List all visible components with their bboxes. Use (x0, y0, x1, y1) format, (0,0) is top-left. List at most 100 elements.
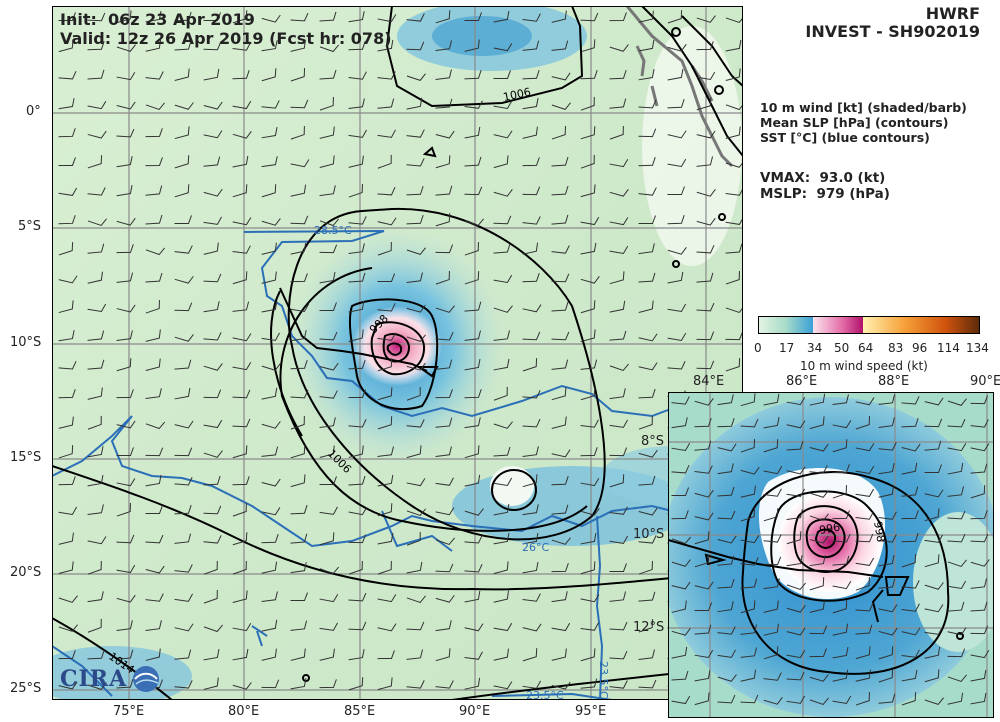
wind-barb (522, 186, 541, 196)
wind-barb (87, 474, 104, 487)
wind-barb (377, 387, 393, 401)
wind-barb (809, 555, 826, 567)
wind-barb (406, 362, 426, 371)
wind-barb (174, 68, 190, 82)
wind-barb (740, 694, 759, 704)
wind-barb (947, 580, 967, 589)
wind-barb (551, 102, 571, 110)
wind-barb (832, 555, 850, 566)
wind-barb (638, 69, 655, 81)
wind-barb (203, 130, 223, 139)
wind-barb (809, 625, 828, 635)
wind-barb (763, 623, 779, 636)
wind-barb (58, 70, 77, 80)
wind-barb (551, 622, 571, 632)
wind-barb (261, 127, 278, 139)
wind-barb (667, 271, 684, 284)
cb-tick-96: 96 (912, 341, 928, 355)
wind-barb (435, 305, 455, 313)
main-map: 1006 1006 998 1014 28.5°C 26°C 23.5°C 23… (32, 1, 746, 706)
wind-barb (174, 302, 193, 312)
wind-barb (924, 669, 940, 683)
sst-label-26: 26°C (522, 541, 549, 554)
wind-barb (551, 504, 569, 515)
globe-icon (133, 666, 160, 692)
wind-barb (464, 358, 481, 371)
wind-barb (406, 185, 424, 196)
wind-barb (924, 554, 940, 568)
wind-barb (580, 216, 600, 226)
wind-barb (319, 96, 334, 111)
wind-barb (435, 620, 452, 632)
wind-barb (694, 624, 712, 635)
wind-barb (435, 446, 452, 457)
wind-barb (551, 648, 567, 661)
cira-logo-text: CIRA (60, 666, 128, 692)
wind-barb (609, 245, 629, 255)
wind-barb (290, 360, 308, 370)
wind-barb (87, 504, 104, 515)
wind-barb (406, 129, 425, 138)
wind-barb (87, 649, 105, 660)
wind-barb (203, 535, 222, 544)
wind-barb (290, 99, 309, 109)
wind-barb (855, 669, 871, 682)
wind-barb (377, 503, 393, 517)
wind-barb (924, 489, 944, 498)
lon-label-85e: 85°E (344, 704, 376, 719)
wind-barb (493, 43, 513, 52)
wind-barb (696, 217, 716, 226)
wind-barb (58, 98, 75, 110)
wind-barb (809, 443, 829, 452)
wind-barb (580, 70, 598, 80)
lon-label-95e: 95°E (575, 704, 607, 719)
inset-lon-88e: 88°E (878, 374, 910, 389)
wind-barb (145, 388, 162, 400)
wind-barb (464, 330, 481, 341)
wind-barb (174, 126, 190, 140)
wind-barb (786, 396, 806, 406)
sst-contours (51, 230, 744, 701)
wind-barb (435, 389, 453, 399)
lat-label-15s: 15°S (10, 450, 42, 465)
wind-barb (694, 692, 710, 706)
wind-barb (717, 486, 735, 497)
wind-barb (232, 184, 248, 198)
wind-barb (145, 300, 160, 314)
wind-barb (667, 158, 687, 168)
wind-barb (551, 591, 568, 603)
wind-barb (203, 450, 223, 458)
wind-barb (116, 185, 133, 197)
wind-barb (319, 11, 337, 22)
wind-barb (377, 650, 395, 660)
wind-barb (671, 695, 691, 705)
wind-barb (609, 330, 627, 341)
wind-barb (435, 40, 452, 51)
wind-barb (551, 40, 569, 51)
wind-barb (435, 332, 454, 341)
wind-barb (145, 447, 164, 457)
wind-barb (348, 98, 365, 109)
wind-barb (551, 416, 567, 429)
wind-barb (717, 463, 734, 475)
wind-barb (319, 417, 336, 429)
wind-barb (694, 602, 713, 612)
wind-barb (58, 595, 78, 603)
cb-tick-17: 17 (779, 341, 795, 355)
wind-barb (924, 604, 944, 613)
inset-lon-86e: 86°E (786, 374, 818, 389)
lat-label-5s: 5°S (18, 219, 42, 234)
wind-barb (947, 648, 966, 658)
wind-barb (609, 535, 629, 544)
wind-barb (319, 648, 335, 661)
wind-barb (464, 474, 481, 487)
wind-barb (763, 466, 783, 475)
wind-barb (493, 622, 513, 632)
cb-tick-50: 50 (834, 341, 850, 355)
wind-barb (717, 418, 735, 428)
wind-barb (901, 692, 917, 706)
wind-barb (609, 300, 626, 313)
wind-barb (551, 10, 567, 23)
wind-barb (464, 12, 482, 22)
wind-barb (58, 532, 74, 545)
